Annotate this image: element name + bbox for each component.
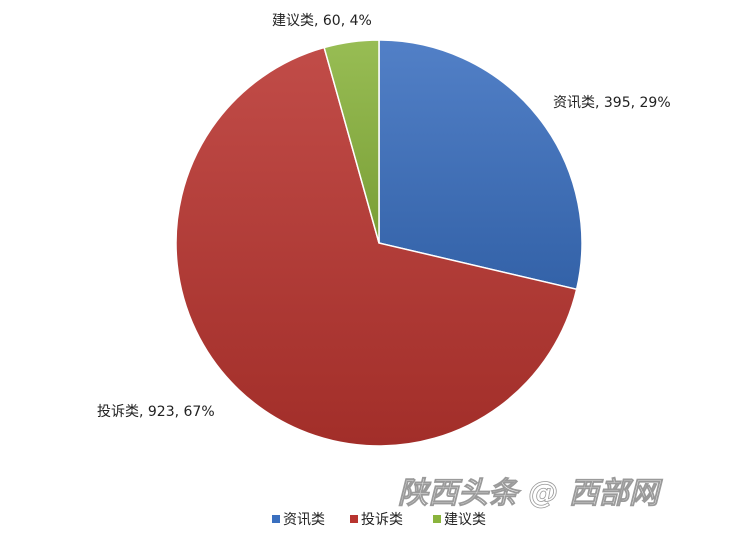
pie-slices <box>175 39 583 447</box>
legend-label-2: 建议类 <box>444 512 486 528</box>
legend-swatch-0 <box>272 515 280 523</box>
legend-swatch-2 <box>433 515 441 523</box>
slice-label-0: 资讯类, 395, 29% <box>553 95 671 111</box>
legend-label-1: 投诉类 <box>361 512 403 528</box>
legend-swatch-1 <box>350 515 358 523</box>
pie-slice-2 <box>323 39 380 244</box>
pie-slice-1 <box>175 46 578 447</box>
legend: 资讯类 投诉类 建议类 <box>272 512 486 528</box>
slice-label-2: 建议类, 60, 4% <box>272 13 372 29</box>
legend-label-0: 资讯类 <box>283 512 325 528</box>
slice-label-1: 投诉类, 923, 67% <box>97 404 215 420</box>
pie-slice-0 <box>378 39 583 291</box>
watermark: 陕西头条 @ 西部网 <box>398 476 663 511</box>
slice-labels: 资讯类, 395, 29% 投诉类, 923, 67% 建议类, 60, 4% <box>97 13 671 420</box>
